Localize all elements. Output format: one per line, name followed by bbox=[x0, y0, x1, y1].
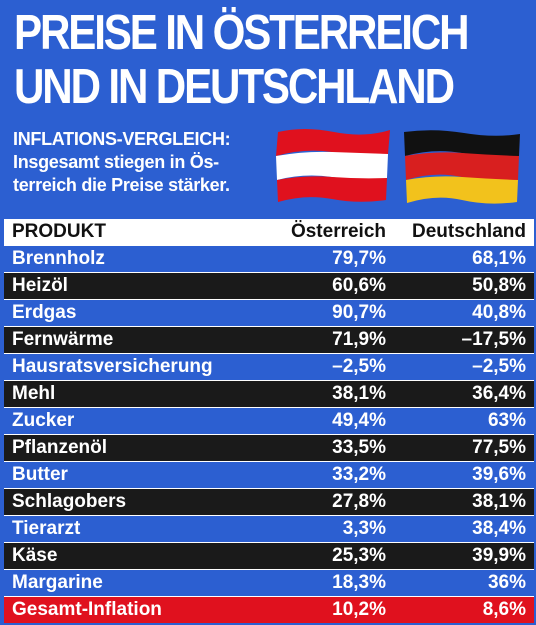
headline-line-1: PREISE IN ÖSTERREICH bbox=[14, 6, 470, 60]
cell-germany: 39,9% bbox=[394, 542, 534, 570]
table-row: Zucker 49,4% 63% bbox=[4, 407, 534, 435]
cell-product: Brennholz bbox=[4, 245, 274, 273]
table-row: Erdgas 90,7% 40,8% bbox=[4, 299, 534, 327]
subtitle: INFLATIONS-VERGLEICH: Insgesamt stiegen … bbox=[13, 128, 273, 197]
cell-austria: 38,1% bbox=[274, 380, 394, 408]
cell-germany: 36% bbox=[394, 569, 534, 597]
cell-product: Schlagobers bbox=[4, 488, 274, 516]
cell-product: Butter bbox=[4, 461, 274, 489]
table-row: Fernwärme 71,9% –17,5% bbox=[4, 326, 534, 354]
cell-austria: 33,5% bbox=[274, 434, 394, 462]
table-row: Gesamt-Inflation 10,2% 8,6% bbox=[4, 596, 534, 623]
subtitle-line-2: Insgesamt stiegen in Ös- bbox=[13, 152, 219, 172]
table-row: Margarine 18,3% 36% bbox=[4, 569, 534, 597]
cell-germany: 8,6% bbox=[394, 596, 534, 623]
cell-product: Käse bbox=[4, 542, 274, 570]
cell-austria: 33,2% bbox=[274, 461, 394, 489]
table-row: Pflanzenöl 33,5% 77,5% bbox=[4, 434, 534, 462]
cell-germany: 63% bbox=[394, 407, 534, 435]
cell-product: Mehl bbox=[4, 380, 274, 408]
table-row: Heizöl 60,6% 50,8% bbox=[4, 272, 534, 300]
cell-product: Fernwärme bbox=[4, 326, 274, 354]
cell-product: Hausratsversicherung bbox=[4, 353, 274, 381]
cell-product: Zucker bbox=[4, 407, 274, 435]
cell-austria: 71,9% bbox=[274, 326, 394, 354]
header-austria: Österreich bbox=[290, 221, 386, 242]
table-row: Hausratsversicherung –2,5% –2,5% bbox=[4, 353, 534, 381]
cell-austria: 79,7% bbox=[274, 245, 394, 273]
cell-germany: 77,5% bbox=[394, 434, 534, 462]
cell-germany: 38,1% bbox=[394, 488, 534, 516]
cell-austria: 25,3% bbox=[274, 542, 394, 570]
table-row: Brennholz 79,7% 68,1% bbox=[4, 245, 534, 273]
cell-germany: 38,4% bbox=[394, 515, 534, 543]
table-row: Tierarzt 3,3% 38,4% bbox=[4, 515, 534, 543]
subtitle-line-3: terreich die Preise stärker. bbox=[13, 175, 230, 195]
cell-austria: 10,2% bbox=[274, 596, 394, 623]
cell-germany: –2,5% bbox=[394, 353, 534, 381]
cell-germany: 40,8% bbox=[394, 299, 534, 327]
cell-germany: –17,5% bbox=[394, 326, 534, 354]
cell-germany: 39,6% bbox=[394, 461, 534, 489]
cell-austria: 60,6% bbox=[274, 272, 394, 300]
cell-austria: 90,7% bbox=[274, 299, 394, 327]
cell-product: Gesamt-Inflation bbox=[4, 596, 274, 623]
cell-germany: 36,4% bbox=[394, 380, 534, 408]
cell-austria: –2,5% bbox=[274, 353, 394, 381]
cell-germany: 50,8% bbox=[394, 272, 534, 300]
headline-line-2: UND IN DEUTSCHLAND bbox=[14, 60, 455, 114]
header-product: PRODUKT bbox=[12, 221, 106, 242]
headline: PREISE IN ÖSTERREICH UND IN DEUTSCHLAND bbox=[14, 6, 470, 116]
table-row: Käse 25,3% 39,9% bbox=[4, 542, 534, 570]
table-row: Butter 33,2% 39,6% bbox=[4, 461, 534, 489]
header-germany: Deutschland bbox=[411, 221, 526, 242]
cell-product: Tierarzt bbox=[4, 515, 274, 543]
cell-austria: 3,3% bbox=[274, 515, 394, 543]
austria-flag-icon bbox=[276, 129, 390, 202]
cell-product: Erdgas bbox=[4, 299, 274, 327]
cell-product: Margarine bbox=[4, 569, 274, 597]
table-row: Schlagobers 27,8% 38,1% bbox=[4, 488, 534, 516]
germany-flag-icon bbox=[404, 130, 520, 204]
table-row: Mehl 38,1% 36,4% bbox=[4, 380, 534, 408]
price-comparison-table: PRODUKT Österreich Deutschland Brennholz… bbox=[4, 219, 534, 623]
cell-austria: 27,8% bbox=[274, 488, 394, 516]
table-header-row: PRODUKT Österreich Deutschland bbox=[4, 219, 534, 246]
cell-austria: 18,3% bbox=[274, 569, 394, 597]
cell-austria: 49,4% bbox=[274, 407, 394, 435]
cell-germany: 68,1% bbox=[394, 245, 534, 273]
cell-product: Pflanzenöl bbox=[4, 434, 274, 462]
cell-product: Heizöl bbox=[4, 272, 274, 300]
subtitle-line-1: INFLATIONS-VERGLEICH: bbox=[13, 129, 231, 149]
